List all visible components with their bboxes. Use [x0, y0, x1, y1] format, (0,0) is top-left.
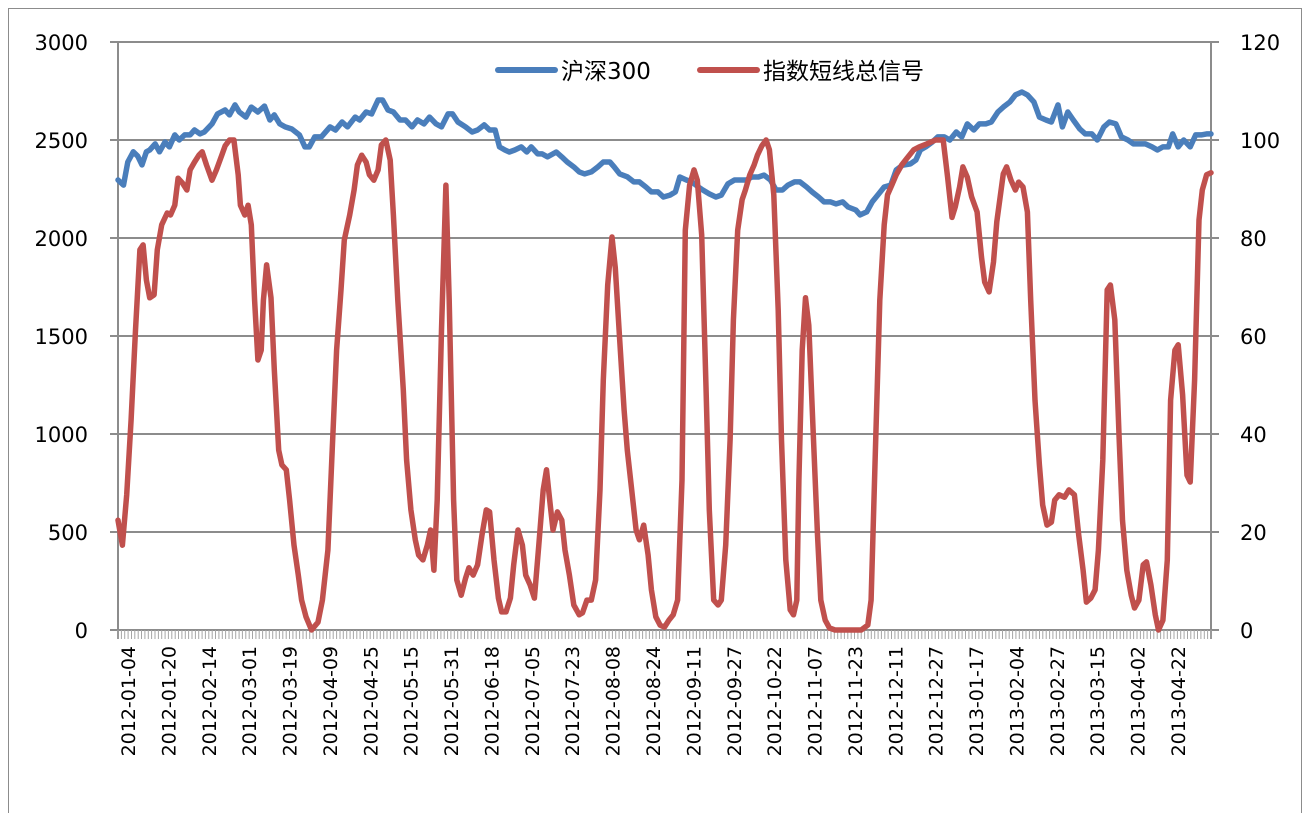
x-axis-date-tick: 2012-04-25	[360, 646, 382, 756]
x-axis-date-tick: 2012-02-14	[199, 646, 221, 756]
x-axis-date-tick: 2013-04-02	[1128, 646, 1150, 756]
x-axis-date-tick: 2012-11-23	[845, 646, 867, 756]
right-axis-tick: 80	[1240, 227, 1267, 251]
series-line-signal	[115, 137, 1214, 633]
x-axis-date-tick: 2012-01-04	[118, 646, 140, 756]
x-axis-date-tick: 2012-03-19	[280, 646, 302, 756]
x-axis-date-tick: 2013-02-04	[1007, 646, 1029, 756]
right-axis-tick: 60	[1240, 325, 1267, 349]
left-axis-tick: 500	[48, 521, 88, 545]
x-axis-date-tick: 2012-05-15	[401, 646, 423, 756]
x-axis-date-tick: 2013-01-17	[966, 646, 988, 756]
x-axis-date-tick: 2013-04-22	[1168, 646, 1190, 756]
right-axis-tick: 40	[1240, 423, 1267, 447]
x-axis-date-tick: 2012-08-08	[603, 646, 625, 756]
x-axis-date-tick: 2013-02-27	[1047, 646, 1069, 756]
x-axis-date-tick: 2012-12-27	[926, 646, 948, 756]
x-axis-date-tick: 2012-10-22	[764, 646, 786, 756]
right-axis-tick: 100	[1240, 129, 1280, 153]
x-axis-date-tick: 2012-09-11	[683, 646, 705, 756]
data-series	[115, 89, 1214, 633]
x-axis-date-tick: 2012-05-31	[441, 646, 463, 756]
left-axis-tick: 0	[75, 619, 88, 643]
left-axis-tick-labels: 0 500 1000 1500 2000 2500 3000	[35, 31, 88, 643]
series-line-hs300	[115, 89, 1214, 218]
x-axis-date-tick: 2012-11-07	[805, 646, 827, 756]
legend: 沪深300 指数短线总信号	[495, 59, 924, 85]
x-axis-date-tick: 2012-09-27	[724, 646, 746, 756]
x-axis-tick-labels: 2012-01-04 2012-01-20 2012-02-14 2012-03-01…	[118, 646, 1190, 756]
chart-frame	[8, 8, 1302, 813]
left-axis-tick: 1000	[35, 423, 88, 447]
x-axis-date-tick: 2012-12-11	[885, 646, 907, 756]
axes	[110, 42, 1219, 639]
x-axis-date-tick: 2012-07-23	[562, 646, 584, 756]
right-axis-tick-labels: 0 20 40 60 80 100 120	[1240, 31, 1280, 643]
left-axis-tick: 2000	[35, 227, 88, 251]
x-axis-date-tick: 2012-01-20	[158, 646, 180, 756]
x-axis-date-tick: 2012-03-01	[239, 646, 261, 756]
x-axis-date-tick: 2012-06-18	[482, 646, 504, 756]
legend-label-signal: 指数短线总信号	[763, 59, 924, 85]
legend-label-hs300: 沪深300	[561, 59, 651, 85]
left-axis-tick: 3000	[35, 31, 88, 55]
left-axis-tick: 2500	[35, 129, 88, 153]
x-axis-minor-ticks	[117, 630, 1212, 639]
left-axis-tick: 1500	[35, 325, 88, 349]
right-axis-tick: 120	[1240, 31, 1280, 55]
x-axis-date-tick: 2012-08-24	[643, 646, 665, 756]
x-axis-date-tick: 2013-03-15	[1087, 646, 1109, 756]
x-axis-date-tick: 2012-04-09	[320, 646, 342, 756]
x-axis-date-tick: 2012-07-05	[522, 646, 544, 756]
right-axis-tick: 20	[1240, 521, 1267, 545]
right-axis-tick: 0	[1240, 619, 1253, 643]
